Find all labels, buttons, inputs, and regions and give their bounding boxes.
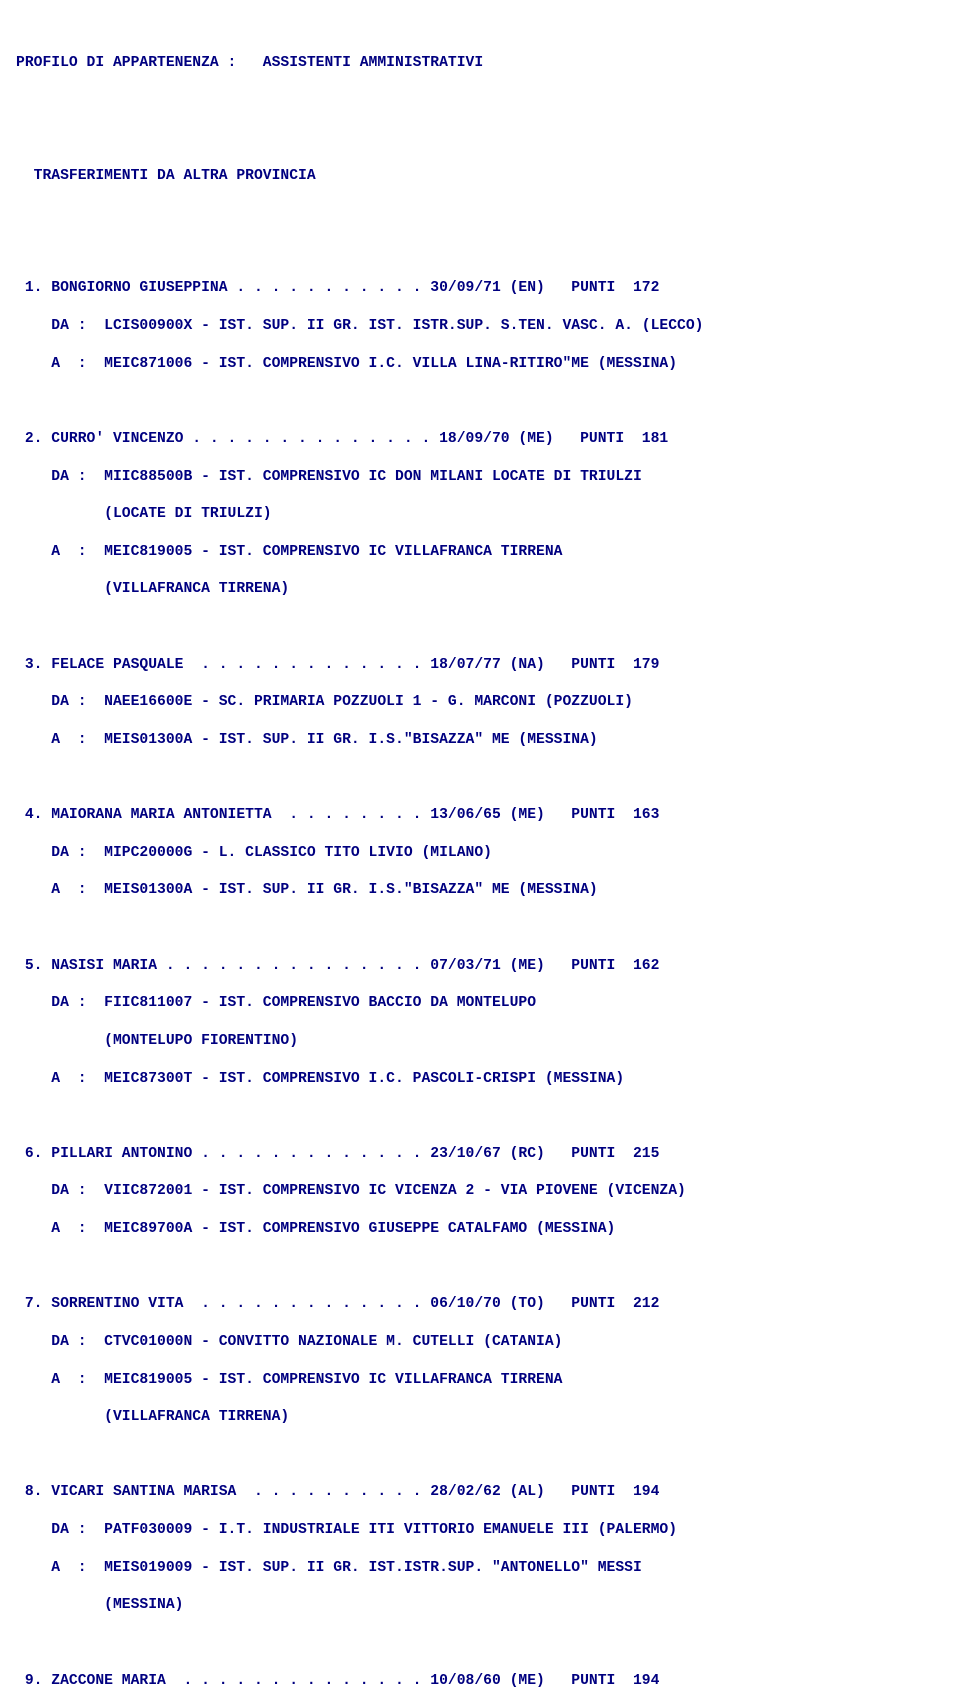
entry-8-line4: (MESSINA) [16,1596,960,1615]
document-root: PROFILO DI APPARTENENZA : ASSISTENTI AMM… [16,35,960,1692]
entry-4-line2: DA : MIPC20000G - L. CLASSICO TITO LIVIO… [16,844,960,863]
entry-6-line2: DA : VIIC872001 - IST. COMPRENSIVO IC VI… [16,1182,960,1201]
entry-1-line3: A : MEIC871006 - IST. COMPRENSIVO I.C. V… [16,355,960,374]
blank [16,769,960,788]
entry-3-line3: A : MEIS01300A - IST. SUP. II GR. I.S."B… [16,731,960,750]
entry-2-line2: DA : MIIC88500B - IST. COMPRENSIVO IC DO… [16,468,960,487]
entry-6-line1: 6. PILLARI ANTONINO . . . . . . . . . . … [16,1145,960,1164]
blank [16,919,960,938]
blank [16,1107,960,1126]
blank [16,392,960,411]
entry-5-line1: 5. NASISI MARIA . . . . . . . . . . . . … [16,957,960,976]
entry-8-line3: A : MEIS019009 - IST. SUP. II GR. IST.IS… [16,1559,960,1578]
entry-1-line1: 1. BONGIORNO GIUSEPPINA . . . . . . . . … [16,279,960,298]
entry-5-line3: (MONTELUPO FIORENTINO) [16,1032,960,1051]
entry-8-line2: DA : PATF030009 - I.T. INDUSTRIALE ITI V… [16,1521,960,1540]
entry-7-line2: DA : CTVC01000N - CONVITTO NAZIONALE M. … [16,1333,960,1352]
entry-2-line1: 2. CURRO' VINCENZO . . . . . . . . . . .… [16,430,960,449]
blank [16,618,960,637]
entry-5-line4: A : MEIC87300T - IST. COMPRENSIVO I.C. P… [16,1070,960,1089]
entry-9-line1: 9. ZACCONE MARIA . . . . . . . . . . . .… [16,1672,960,1691]
blank [16,129,960,148]
entry-4-line1: 4. MAIORANA MARIA ANTONIETTA . . . . . .… [16,806,960,825]
entry-6-line3: A : MEIC89700A - IST. COMPRENSIVO GIUSEP… [16,1220,960,1239]
blank [16,1634,960,1653]
profile-line: PROFILO DI APPARTENENZA : ASSISTENTI AMM… [16,54,960,73]
blank [16,91,960,110]
entry-2-line3: (LOCATE DI TRIULZI) [16,505,960,524]
blank [16,242,960,261]
entry-7-line1: 7. SORRENTINO VITA . . . . . . . . . . .… [16,1295,960,1314]
entry-2-line5: (VILLAFRANCA TIRRENA) [16,580,960,599]
entry-7-line3: A : MEIC819005 - IST. COMPRENSIVO IC VIL… [16,1371,960,1390]
blank [16,204,960,223]
entry-5-line2: DA : FIIC811007 - IST. COMPRENSIVO BACCI… [16,994,960,1013]
blank [16,1258,960,1277]
section-title: TRASFERIMENTI DA ALTRA PROVINCIA [16,167,960,186]
entry-3-line2: DA : NAEE16600E - SC. PRIMARIA POZZUOLI … [16,693,960,712]
entry-7-line4: (VILLAFRANCA TIRRENA) [16,1408,960,1427]
entry-4-line3: A : MEIS01300A - IST. SUP. II GR. I.S."B… [16,881,960,900]
entry-8-line1: 8. VICARI SANTINA MARISA . . . . . . . .… [16,1483,960,1502]
entry-3-line1: 3. FELACE PASQUALE . . . . . . . . . . .… [16,656,960,675]
blank [16,1446,960,1465]
entry-2-line4: A : MEIC819005 - IST. COMPRENSIVO IC VIL… [16,543,960,562]
entry-1-line2: DA : LCIS00900X - IST. SUP. II GR. IST. … [16,317,960,336]
